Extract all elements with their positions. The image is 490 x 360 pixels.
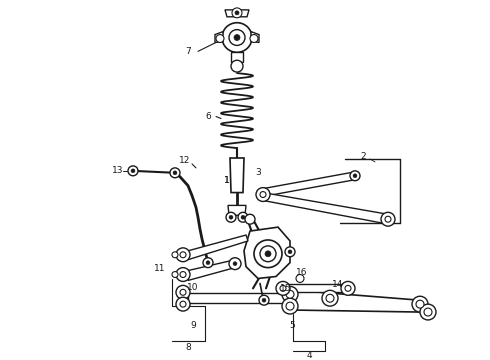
Text: 16: 16 [296, 268, 308, 277]
Circle shape [345, 285, 351, 291]
Circle shape [176, 297, 190, 311]
Text: 7: 7 [185, 47, 191, 56]
Circle shape [180, 301, 186, 307]
Circle shape [203, 258, 213, 267]
Circle shape [276, 282, 290, 295]
Circle shape [233, 262, 237, 266]
Circle shape [180, 252, 186, 258]
Circle shape [260, 192, 266, 198]
Polygon shape [295, 290, 420, 312]
Circle shape [286, 302, 294, 310]
Text: 13: 13 [112, 166, 124, 175]
Text: 8: 8 [185, 343, 191, 352]
Text: 2: 2 [360, 152, 366, 161]
Text: 14: 14 [332, 280, 343, 289]
Circle shape [385, 216, 391, 222]
Text: 15: 15 [280, 284, 292, 293]
Circle shape [234, 35, 240, 40]
Text: 1: 1 [224, 176, 230, 185]
Circle shape [172, 271, 178, 278]
Polygon shape [244, 227, 290, 279]
Circle shape [353, 174, 357, 178]
Circle shape [229, 30, 245, 45]
Bar [231, 52, 243, 62]
Circle shape [131, 169, 135, 173]
Circle shape [262, 298, 266, 302]
Circle shape [231, 60, 243, 72]
Text: 6: 6 [205, 112, 211, 121]
Circle shape [176, 248, 190, 262]
Circle shape [282, 298, 298, 314]
Polygon shape [230, 158, 244, 193]
Text: 4: 4 [306, 351, 312, 360]
Circle shape [172, 252, 178, 258]
Polygon shape [251, 32, 259, 42]
Circle shape [326, 294, 334, 302]
Circle shape [180, 289, 186, 295]
Circle shape [170, 168, 180, 178]
Text: 5: 5 [289, 321, 295, 330]
Circle shape [229, 258, 241, 270]
Circle shape [235, 11, 239, 15]
Circle shape [222, 23, 252, 52]
Circle shape [256, 188, 270, 202]
Circle shape [216, 35, 224, 42]
Polygon shape [228, 206, 246, 215]
Circle shape [424, 308, 432, 316]
Circle shape [232, 8, 242, 18]
Circle shape [288, 250, 292, 254]
Polygon shape [188, 235, 248, 260]
Circle shape [241, 215, 245, 219]
Polygon shape [263, 172, 355, 197]
Circle shape [180, 271, 186, 278]
Circle shape [420, 304, 436, 320]
Polygon shape [225, 10, 249, 17]
Text: 11: 11 [154, 264, 166, 273]
Text: 10: 10 [187, 283, 199, 292]
Circle shape [296, 275, 304, 283]
Polygon shape [188, 293, 330, 303]
Circle shape [416, 300, 424, 308]
Polygon shape [263, 193, 388, 224]
Circle shape [259, 295, 269, 305]
Circle shape [280, 285, 286, 291]
Circle shape [238, 212, 248, 222]
Circle shape [265, 251, 271, 257]
Text: 3: 3 [255, 168, 261, 177]
Circle shape [282, 286, 298, 302]
Circle shape [176, 285, 190, 299]
Circle shape [226, 212, 236, 222]
Text: 9: 9 [190, 321, 196, 330]
Polygon shape [288, 284, 348, 292]
Circle shape [128, 166, 138, 176]
Circle shape [412, 296, 428, 312]
Circle shape [285, 247, 295, 257]
Circle shape [350, 171, 360, 181]
Text: 1: 1 [224, 176, 230, 185]
Circle shape [286, 290, 294, 298]
Circle shape [341, 282, 355, 295]
Circle shape [176, 267, 190, 282]
Circle shape [322, 290, 338, 306]
Text: 12: 12 [179, 157, 191, 166]
Circle shape [245, 214, 255, 224]
Circle shape [206, 261, 210, 265]
Circle shape [254, 240, 282, 267]
Polygon shape [215, 32, 223, 42]
Circle shape [173, 171, 177, 175]
Circle shape [381, 212, 395, 226]
Circle shape [250, 35, 258, 42]
Polygon shape [188, 260, 235, 280]
Circle shape [260, 246, 276, 262]
Circle shape [229, 215, 233, 219]
